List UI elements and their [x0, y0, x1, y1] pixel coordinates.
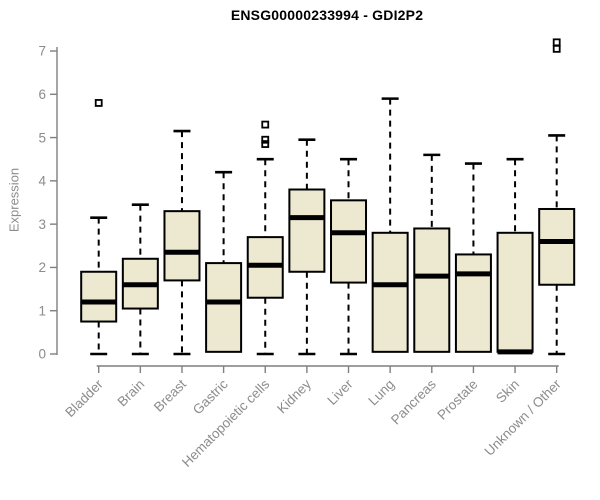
x-category-label: Breast	[151, 376, 189, 414]
x-category-label: Bladder	[62, 376, 106, 420]
box-pancreas	[413, 227, 451, 353]
y-tick-label: 7	[38, 44, 46, 59]
box-breast	[163, 210, 201, 282]
box-bladder	[80, 270, 118, 323]
x-category-label: Pancreas	[388, 376, 439, 427]
y-tick-label: 6	[38, 87, 46, 102]
x-category-label: Skin	[493, 377, 522, 406]
box-gastric	[205, 262, 243, 353]
x-category-label: Brain	[115, 377, 148, 410]
box-lung	[371, 231, 409, 353]
y-tick-label: 5	[38, 130, 46, 145]
x-category-label: Gastric	[190, 376, 231, 417]
y-tick-label: 2	[38, 260, 46, 275]
outlier-point-hematopoietic-cells	[261, 120, 270, 129]
y-axis-title: Expression	[6, 167, 22, 233]
x-category-label: Liver	[324, 376, 356, 408]
x-category-label: Prostate	[434, 377, 480, 423]
outlier-point-unknown-other	[552, 38, 561, 47]
y-tick-label: 4	[38, 174, 46, 189]
outlier-point-hematopoietic-cells	[261, 140, 270, 148]
y-tick-label: 3	[38, 217, 46, 232]
x-category-label: Unknown / Other	[482, 376, 565, 459]
chart-title: ENSG00000233994 - GDI2P2	[230, 7, 424, 23]
x-category-label: Kidney	[274, 376, 314, 416]
box-liver	[330, 199, 368, 284]
outlier-point-bladder	[94, 99, 103, 107]
box-skin	[496, 231, 534, 353]
outlier-point-unknown-other	[552, 44, 561, 53]
outlier-point-hematopoietic-cells	[261, 135, 270, 144]
y-tick-label: 1	[38, 303, 46, 318]
y-tick-label: 0	[38, 347, 46, 362]
box-unknown-other	[538, 207, 576, 286]
box-prostate	[454, 253, 492, 353]
box-kidney	[288, 188, 326, 273]
x-category-label: Lung	[365, 377, 397, 409]
